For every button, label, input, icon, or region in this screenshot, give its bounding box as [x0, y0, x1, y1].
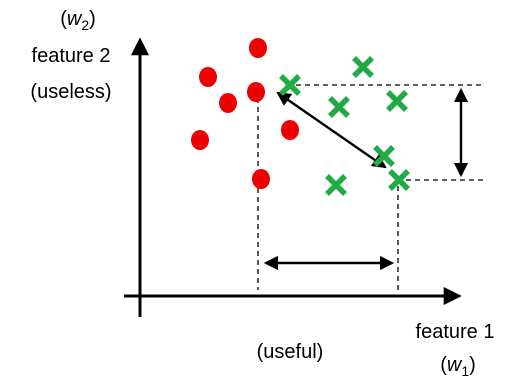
- diagonal-arrow: [276, 91, 387, 169]
- class-a-point: [247, 82, 265, 102]
- class-a-point: [191, 130, 209, 150]
- class-a-point: [281, 120, 299, 140]
- class-a-point: [249, 38, 267, 58]
- class-b-point: [352, 56, 374, 78]
- class-b-point: [325, 174, 347, 196]
- guide-lines: [257, 84, 484, 290]
- class-a-point: [219, 93, 237, 113]
- y-label-line2: (useless): [30, 81, 111, 103]
- x-var-label: (w1): [440, 354, 476, 379]
- class-b-point: [279, 74, 301, 96]
- class-b-point: [388, 169, 410, 191]
- y-var-label: (w2): [60, 8, 96, 33]
- x-label-line1: feature 1: [416, 321, 495, 343]
- x-note-label: (useful): [257, 341, 324, 363]
- class-a-point: [252, 169, 270, 189]
- class-a-points: [191, 38, 299, 189]
- class-b-point: [386, 90, 408, 112]
- class-b-point: [328, 96, 350, 118]
- class-a-point: [199, 67, 217, 87]
- class-b-points: [279, 56, 410, 196]
- class-b-point: [373, 145, 395, 167]
- spread-arrows: [263, 87, 469, 271]
- y-label-line1: feature 2: [32, 45, 111, 67]
- axes: [124, 37, 462, 317]
